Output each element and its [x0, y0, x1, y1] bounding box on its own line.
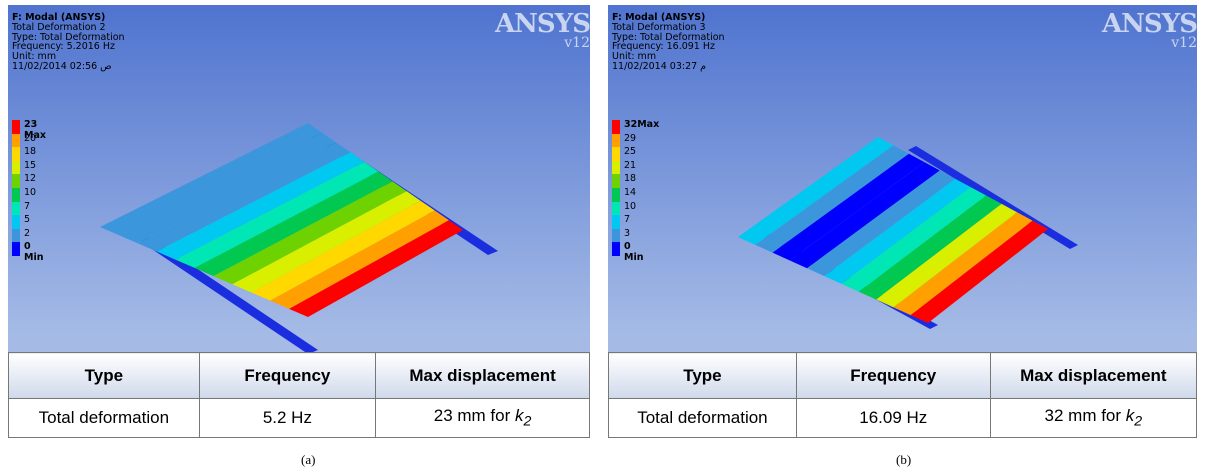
cell-text: 5.2 Hz — [263, 408, 312, 427]
cell-text: 16.09 Hz — [859, 408, 927, 427]
legend-swatch — [12, 188, 20, 202]
legend-label: 0 Min — [624, 241, 643, 263]
legend-label: 5 — [24, 214, 30, 225]
legend-swatch — [12, 174, 20, 188]
legend-label: 14 — [624, 187, 636, 198]
legend-swatch — [12, 215, 20, 229]
header-cell: Frequency — [199, 353, 375, 399]
data-cell: Total deformation — [609, 399, 797, 438]
legend-label: 7 — [24, 201, 30, 212]
header-cell: Frequency — [796, 353, 990, 399]
legend-label: 2 — [24, 228, 30, 239]
legend-swatch — [612, 242, 620, 256]
legend-swatch — [12, 229, 20, 243]
caption: (a) — [301, 452, 315, 468]
data-cell: 16.09 Hz — [796, 399, 990, 438]
legend-label: 18 — [624, 173, 636, 184]
page: F: Modal (ANSYS)Total Deformation 2Type:… — [0, 0, 1205, 476]
data-cell: 23 mm for k2 — [376, 399, 590, 438]
subscript: 2 — [524, 414, 532, 430]
legend-swatch — [612, 188, 620, 202]
header-cell: Type — [609, 353, 797, 399]
cell-text: Total deformation — [39, 408, 169, 427]
legend-swatch — [12, 242, 20, 256]
data-row: Total deformation 16.09 Hz 32 mm for k2 — [609, 399, 1197, 438]
legend-label: 25 — [624, 146, 636, 157]
cell-text: 32 mm for — [1045, 406, 1126, 425]
legend-swatch — [612, 134, 620, 148]
data-cell: Total deformation — [9, 399, 200, 438]
data-row: Total deformation 5.2 Hz 23 mm for k2 — [9, 399, 590, 438]
legend-label: 7 — [624, 214, 630, 225]
legend-swatch — [12, 147, 20, 161]
legend-swatch — [612, 120, 620, 134]
data-cell: 32 mm for k2 — [990, 399, 1196, 438]
variable: k2 — [1126, 406, 1142, 425]
info-line: 11/02/2014 02:56 ص — [12, 62, 125, 72]
legend-label: 15 — [24, 160, 36, 171]
legend-swatch — [612, 161, 620, 175]
viewport: F: Modal (ANSYS)Total Deformation 3Type:… — [608, 5, 1197, 352]
info-line: 11/02/2014 03:27 م — [612, 62, 725, 72]
legend-swatch — [12, 134, 20, 148]
cell-text: 23 mm for — [434, 406, 515, 425]
legend-label: 3 — [624, 228, 630, 239]
legend-label: 0 Min — [24, 241, 43, 263]
legend-label: 32Max — [624, 119, 659, 130]
legend-label: 12 — [24, 173, 36, 184]
legend-swatch — [612, 202, 620, 216]
info-header: F: Modal (ANSYS)Total Deformation 2Type:… — [12, 13, 125, 72]
legend-label: 18 — [24, 146, 36, 157]
header-cell: Max displacement — [376, 353, 590, 399]
legend-label: 20 — [24, 133, 36, 144]
version: v12 — [564, 35, 590, 51]
legend-label: 21 — [624, 160, 636, 171]
legend-swatch — [12, 120, 20, 134]
version: v12 — [1171, 35, 1197, 51]
legend-swatch — [612, 174, 620, 188]
legend-swatch — [12, 161, 20, 175]
legend-swatch — [12, 202, 20, 216]
subscript: 2 — [1134, 414, 1142, 430]
header-row: TypeFrequencyMax displacement — [609, 353, 1197, 399]
caption: (b) — [896, 452, 911, 468]
cell-text: Total deformation — [637, 408, 767, 427]
header-cell: Max displacement — [990, 353, 1196, 399]
legend-swatch — [612, 215, 620, 229]
legend-label: 10 — [24, 187, 36, 198]
header-cell: Type — [9, 353, 200, 399]
legend-swatch — [612, 229, 620, 243]
legend-label: 10 — [624, 201, 636, 212]
data-cell: 5.2 Hz — [199, 399, 375, 438]
legend-label: 29 — [624, 133, 636, 144]
variable: k2 — [515, 406, 531, 425]
legend-swatch — [612, 147, 620, 161]
